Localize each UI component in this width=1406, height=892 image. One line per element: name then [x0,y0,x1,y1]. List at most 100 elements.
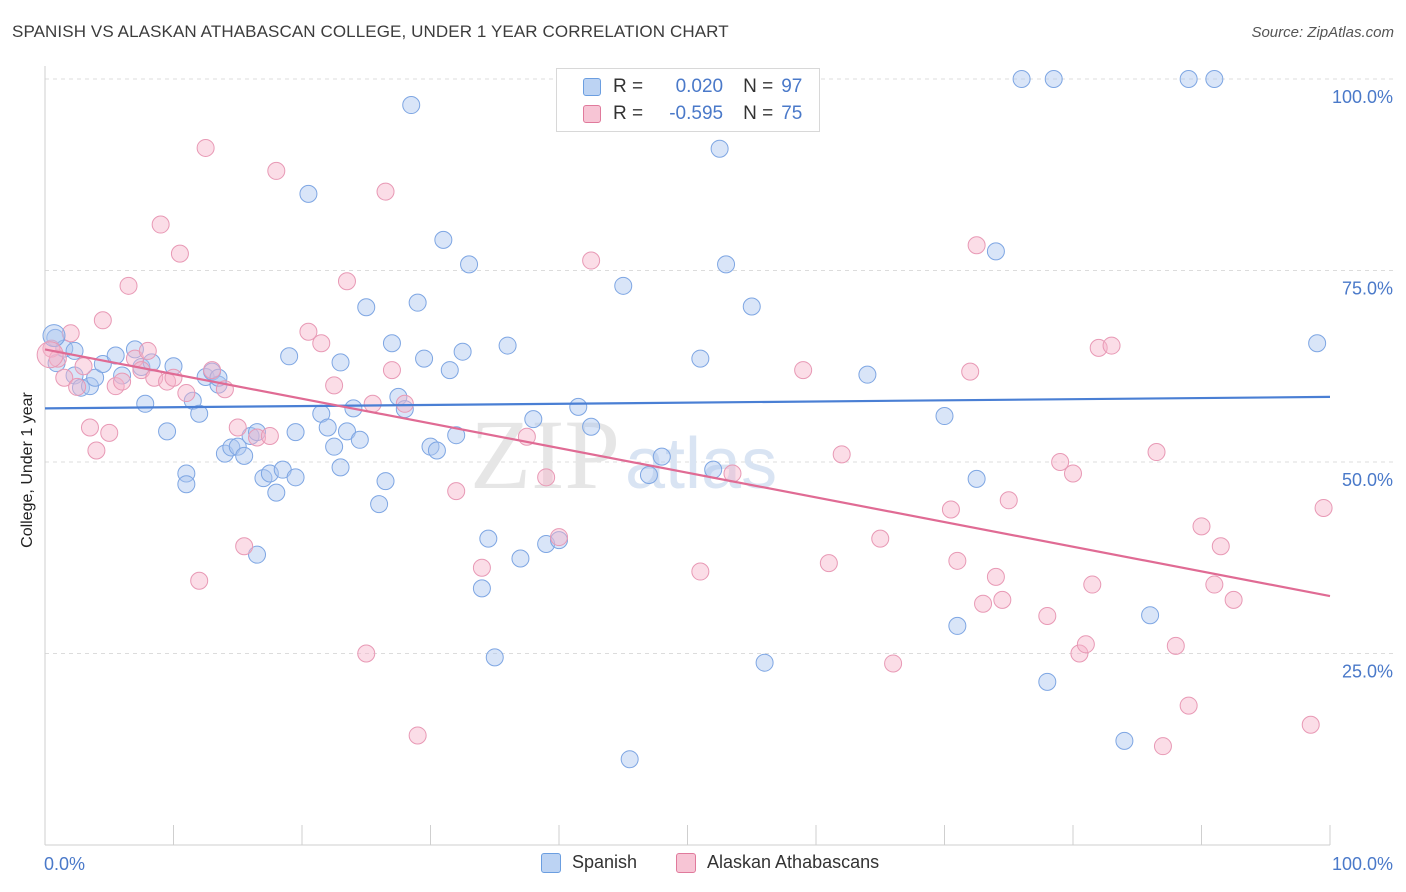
bottom-legend-label-alaskan: Alaskan Athabascans [707,852,880,872]
spanish-point [755,653,774,672]
spanish-point [183,391,202,410]
alaskan-point [691,562,710,581]
legend-n-label: N = [743,103,774,124]
spanish-point [408,293,427,312]
alaskan-point [1301,715,1320,734]
spanish-trend-line [44,395,1331,410]
spanish-point [460,255,479,274]
y-tick-label: 50.0% [1342,470,1393,490]
legend-r-value: -0.595 [669,103,724,124]
alaskan-point [119,276,138,295]
spanish-point [1205,70,1224,88]
alaskan-point [299,322,318,341]
spanish-point [158,422,177,441]
legend-n-value: 75 [781,103,803,124]
alaskan-point [408,726,427,745]
alaskan-point [74,357,93,376]
alaskan-point [1038,606,1057,625]
alaskan-point [93,311,112,330]
alaskan-point [1192,517,1211,536]
correlation-legend: R = 0.020 N = 97 R = -0.595 N = 75 [556,68,820,132]
alaskan-point [382,361,401,380]
spanish-point [415,349,434,368]
spanish-point [858,365,877,384]
alaskan-point [87,441,106,460]
alaskan-point [447,482,466,501]
bottom-legend-label-spanish: Spanish [572,852,638,872]
alaskan-point [164,368,183,387]
alaskan-point [961,362,980,381]
spanish-point [190,404,209,423]
spanish-point [350,430,369,449]
legend-row-alaskan: R = -0.595 N = 75 [583,102,802,126]
bottom-legend-spanish: Spanish [541,852,637,873]
alaskan-point [177,384,196,403]
alaskan-point [819,554,838,573]
spanish-point [228,437,247,456]
alaskan-point [472,558,491,577]
alaskan-point [1153,737,1172,756]
legend-row-spanish: R = 0.020 N = 97 [583,75,802,99]
spanish-point [370,495,389,514]
alaskan-point [1064,464,1082,483]
alaskan-point [36,341,64,369]
spanish-point [652,447,671,466]
spanish-point [717,255,736,274]
alaskan-point [337,272,356,291]
spanish-point [498,336,517,355]
spanish-point [614,276,633,295]
alaskan-point [974,594,993,613]
alaskan-point [48,349,67,368]
spanish-point [325,437,344,456]
spanish-point [1308,334,1327,353]
alaskan-point [267,161,286,180]
spanish-point [620,750,639,769]
alaskan-point [1070,644,1089,663]
legend-swatch-spanish [583,78,601,96]
spanish-point [235,446,254,465]
spanish-point [691,349,710,368]
alaskan-point [363,394,382,413]
alaskan-point [999,491,1018,510]
alaskan-point [248,428,267,447]
alaskan-point [1224,590,1243,609]
spanish-point [286,468,305,487]
y-tick-label: 75.0% [1342,279,1393,299]
spanish-point [967,469,986,488]
alaskan-point [395,394,414,413]
spanish-point [337,422,356,441]
alaskan-point [1166,636,1185,655]
alaskan-point [941,500,960,519]
spanish-point [331,353,350,372]
bottom-legend-swatch-alaskan [676,852,696,873]
alaskan-point [1179,696,1198,715]
alaskan-point [80,418,99,437]
gridlines [45,78,1395,654]
spanish-point [222,438,241,457]
alaskan-point [1102,336,1121,355]
alaskan-point [325,376,344,395]
alaskan-trend-line [44,348,1331,598]
spanish-point [948,616,967,635]
spanish-point [427,441,446,460]
tick-labels: 25.0% 50.0% 75.0% 100.0% 0.0% 100.0% [44,87,1393,874]
y-axis-label: College, Under 1 year [19,392,36,548]
spanish-point [479,529,498,548]
spanish-point [86,368,105,387]
spanish-point [434,230,453,249]
alaskan-point [993,590,1012,609]
spanish-point [639,466,658,485]
alaskan-point [68,377,87,396]
spanish-point [376,472,395,491]
alaskan-point [190,571,209,590]
spanish-point [710,139,729,158]
spanish-point [136,394,155,413]
alaskan-point [1205,575,1224,594]
spanish-point [1012,70,1031,88]
watermark-atlas: atlas [625,424,777,504]
spanish-point [42,324,66,348]
alaskan-point [55,368,74,387]
spanish-point [986,242,1005,261]
spanish-point [125,340,144,359]
alaskan-point [170,244,189,263]
